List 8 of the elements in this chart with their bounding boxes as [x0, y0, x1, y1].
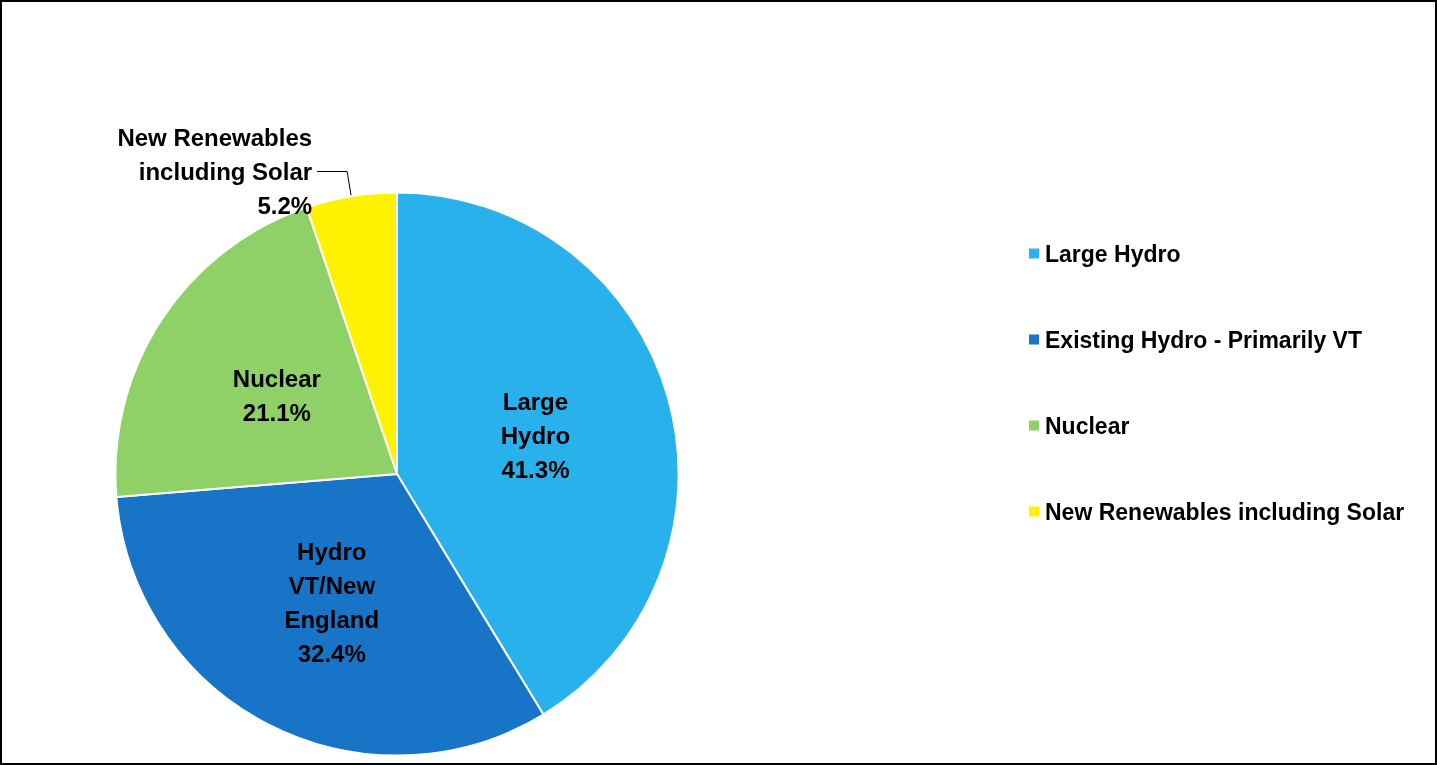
legend-label: Large Hydro — [1045, 240, 1181, 267]
data-label: Large Hydro 41.3% — [500, 387, 571, 483]
legend-label: Existing Hydro - Primarily VT — [1045, 326, 1362, 353]
legend-label: Nuclear — [1045, 412, 1130, 439]
data-label: New Renewables including Solar 5.2% — [117, 124, 313, 220]
data-label: Nuclear 21.1% — [232, 364, 321, 426]
data-label: Hydro VT/New England 32.4% — [284, 537, 380, 667]
legend-label: New Renewables including Solar — [1045, 498, 1405, 525]
